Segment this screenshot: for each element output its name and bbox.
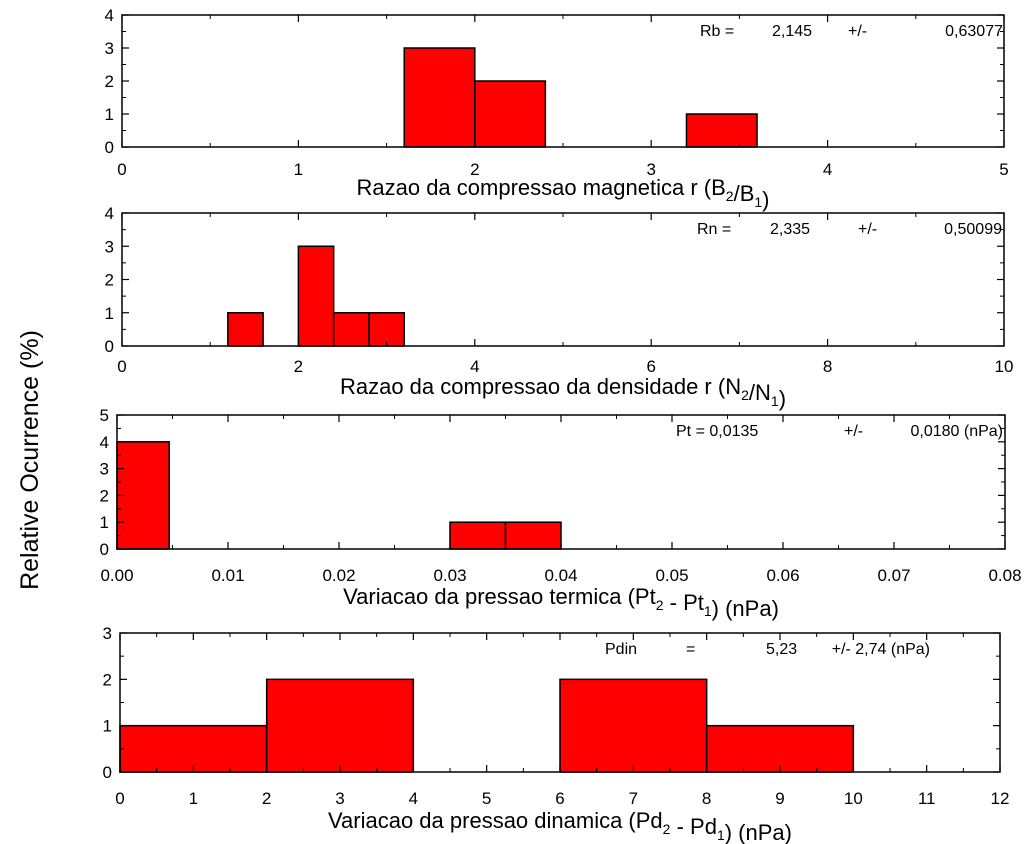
histogram-bar (368, 312, 405, 347)
annotation-error: 0,50099 (944, 221, 1002, 238)
x-tick-label: 6 (646, 357, 655, 376)
y-tick-label: 0 (100, 540, 109, 559)
histogram-bar (559, 678, 708, 773)
y-tick-label: 2 (103, 670, 112, 689)
histogram-bar (119, 724, 268, 773)
y-tick-label: 3 (105, 39, 114, 58)
annotation-label: Rn = (697, 221, 731, 238)
y-tick-label: 5 (100, 406, 109, 425)
y-tick-label: 3 (103, 624, 112, 643)
x-tick-label: 9 (775, 789, 784, 808)
x-tick-label: 0.04 (544, 566, 577, 585)
x-tick-label: 0 (117, 357, 126, 376)
x-tick-label: 0.00 (100, 566, 133, 585)
y-tick-label: 4 (105, 6, 114, 25)
annotation-pm: +/- (858, 221, 877, 238)
histogram-panel-1: 0 1 2 3 4 5 0 1 2 3 4 Razao da compressao magnetica… (105, 6, 1009, 212)
x-tick-label: 5 (482, 789, 491, 808)
x-tick-label: 0.03 (433, 566, 466, 585)
x-axis-label: Razao da compressao magnetica r (B2/B1) (356, 175, 769, 212)
x-axis-label: Variacao da pressao termica (Pt2 - Pt1) … (343, 584, 779, 621)
annotation-label: Rb = (700, 23, 734, 40)
y-tick-label: 0 (105, 138, 114, 157)
annotation-error: 0,63077 (945, 23, 1003, 40)
x-tick-label: 0.05 (655, 566, 688, 585)
x-tick-label: 6 (555, 789, 564, 808)
histogram-bar (449, 521, 507, 550)
histogram-bar (332, 312, 370, 347)
annotation-label: Pdin (605, 641, 637, 658)
y-tick-label: 1 (103, 717, 112, 736)
histogram-panel-3: 0.00 0.01 0.02 0.03 0.04 0.05 0.06 0.07 0.08 0 1 2 3… (100, 406, 1022, 621)
annotation-error: +/- 2,74 (nPa) (832, 641, 930, 658)
y-tick-label: 0 (103, 763, 112, 782)
x-tick-label: 0.07 (877, 566, 910, 585)
histogram-bar (685, 113, 758, 148)
x-axis-label: Variacao da pressao dinamica (Pd2 - Pd1)… (328, 808, 792, 844)
x-tick-label: 0.06 (766, 566, 799, 585)
y-tick-label: 1 (100, 513, 109, 532)
x-tick-label: 0 (115, 789, 124, 808)
y-tick-label: 1 (105, 304, 114, 323)
x-tick-label: 1 (189, 789, 198, 808)
x-tick-label: 12 (991, 789, 1010, 808)
x-tick-label: 10 (995, 357, 1014, 376)
x-tick-label: 3 (335, 789, 344, 808)
annotation-value: = (686, 641, 695, 658)
x-tick-label: 7 (629, 789, 638, 808)
x-tick-label: 2 (294, 357, 303, 376)
x-tick-label: 3 (646, 160, 655, 179)
histogram-bar (403, 47, 476, 148)
x-tick-label: 11 (918, 789, 936, 808)
shared-y-axis-label: Relative Ocurrence (%) (16, 330, 44, 590)
x-tick-label: 8 (702, 789, 711, 808)
x-tick-label: 2 (470, 160, 479, 179)
x-tick-label: 0.01 (211, 566, 244, 585)
y-tick-label: 2 (105, 72, 114, 91)
histogram-bar (265, 678, 415, 773)
y-tick-label: 3 (100, 460, 109, 479)
x-tick-label: 8 (823, 357, 832, 376)
annotation-value: 2,335 (770, 221, 810, 238)
histogram-bar (116, 441, 170, 550)
y-tick-label: 0 (105, 337, 114, 356)
histogram-bar (474, 80, 547, 148)
annotation-pm: +/- (848, 23, 867, 40)
x-tick-label: 1 (294, 160, 303, 179)
y-tick-label: 2 (100, 486, 109, 505)
histogram-bar (504, 521, 562, 550)
y-tick-label: 1 (105, 105, 114, 124)
x-tick-label: 4 (823, 160, 832, 179)
x-tick-label: 10 (844, 789, 863, 808)
y-tick-label: 3 (105, 237, 114, 256)
histogram-bar (227, 312, 264, 347)
x-tick-label: 0.08 (988, 566, 1021, 585)
x-tick-label: 5 (999, 160, 1008, 179)
y-tick-label: 2 (105, 271, 114, 290)
y-tick-label: 4 (105, 204, 114, 223)
x-axis-label: Razao da compressao da densidade r (N2/N… (340, 374, 786, 411)
x-tick-label: 4 (470, 357, 479, 376)
annotation-pm: +/- (844, 423, 863, 440)
annotation-pm: 5,23 (766, 641, 797, 658)
annotation-value: 2,145 (772, 23, 812, 40)
histogram-bar (297, 245, 335, 347)
y-tick-label: 4 (100, 433, 109, 452)
x-tick-label: 0 (117, 160, 126, 179)
annotation-error: 0,0180 (nPa) (910, 423, 1003, 440)
annotation-label: Pt = 0,0135 (676, 423, 758, 440)
x-tick-label: 4 (409, 789, 418, 808)
x-tick-label: 0.02 (322, 566, 355, 585)
x-tick-label: 2 (262, 789, 271, 808)
